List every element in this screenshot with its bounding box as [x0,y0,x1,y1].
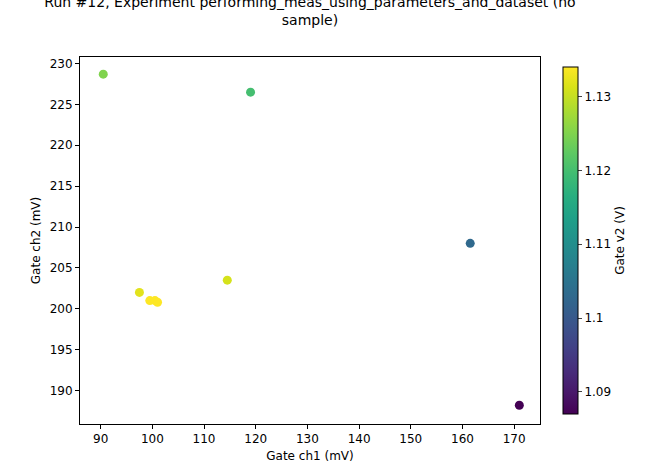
svg-text:Gate v2 (V): Gate v2 (V) [613,206,627,275]
svg-text:Gate ch1 (mV): Gate ch1 (mV) [266,449,353,463]
svg-text:110: 110 [193,432,216,446]
svg-text:225: 225 [50,98,73,112]
svg-text:215: 215 [50,179,73,193]
svg-text:130: 130 [296,432,319,446]
svg-text:230: 230 [50,57,73,71]
svg-text:90: 90 [93,432,108,446]
svg-text:195: 195 [50,343,73,357]
svg-text:210: 210 [50,220,73,234]
svg-text:220: 220 [50,138,73,152]
svg-text:200: 200 [50,302,73,316]
svg-text:205: 205 [50,261,73,275]
svg-text:Run #12, Experiment performing: Run #12, Experiment performing_meas_usin… [44,0,575,28]
svg-text:1.13: 1.13 [584,90,611,104]
svg-text:100: 100 [141,432,164,446]
svg-text:1.1: 1.1 [584,311,603,325]
svg-text:1.12: 1.12 [584,164,611,178]
svg-text:170: 170 [503,432,526,446]
svg-text:140: 140 [348,432,371,446]
svg-text:1.11: 1.11 [584,237,611,251]
svg-text:160: 160 [451,432,474,446]
svg-text:190: 190 [50,384,73,398]
svg-text:1.09: 1.09 [584,385,611,399]
svg-text:150: 150 [399,432,422,446]
svg-text:120: 120 [244,432,267,446]
svg-text:Gate ch2 (mV): Gate ch2 (mV) [29,197,43,284]
